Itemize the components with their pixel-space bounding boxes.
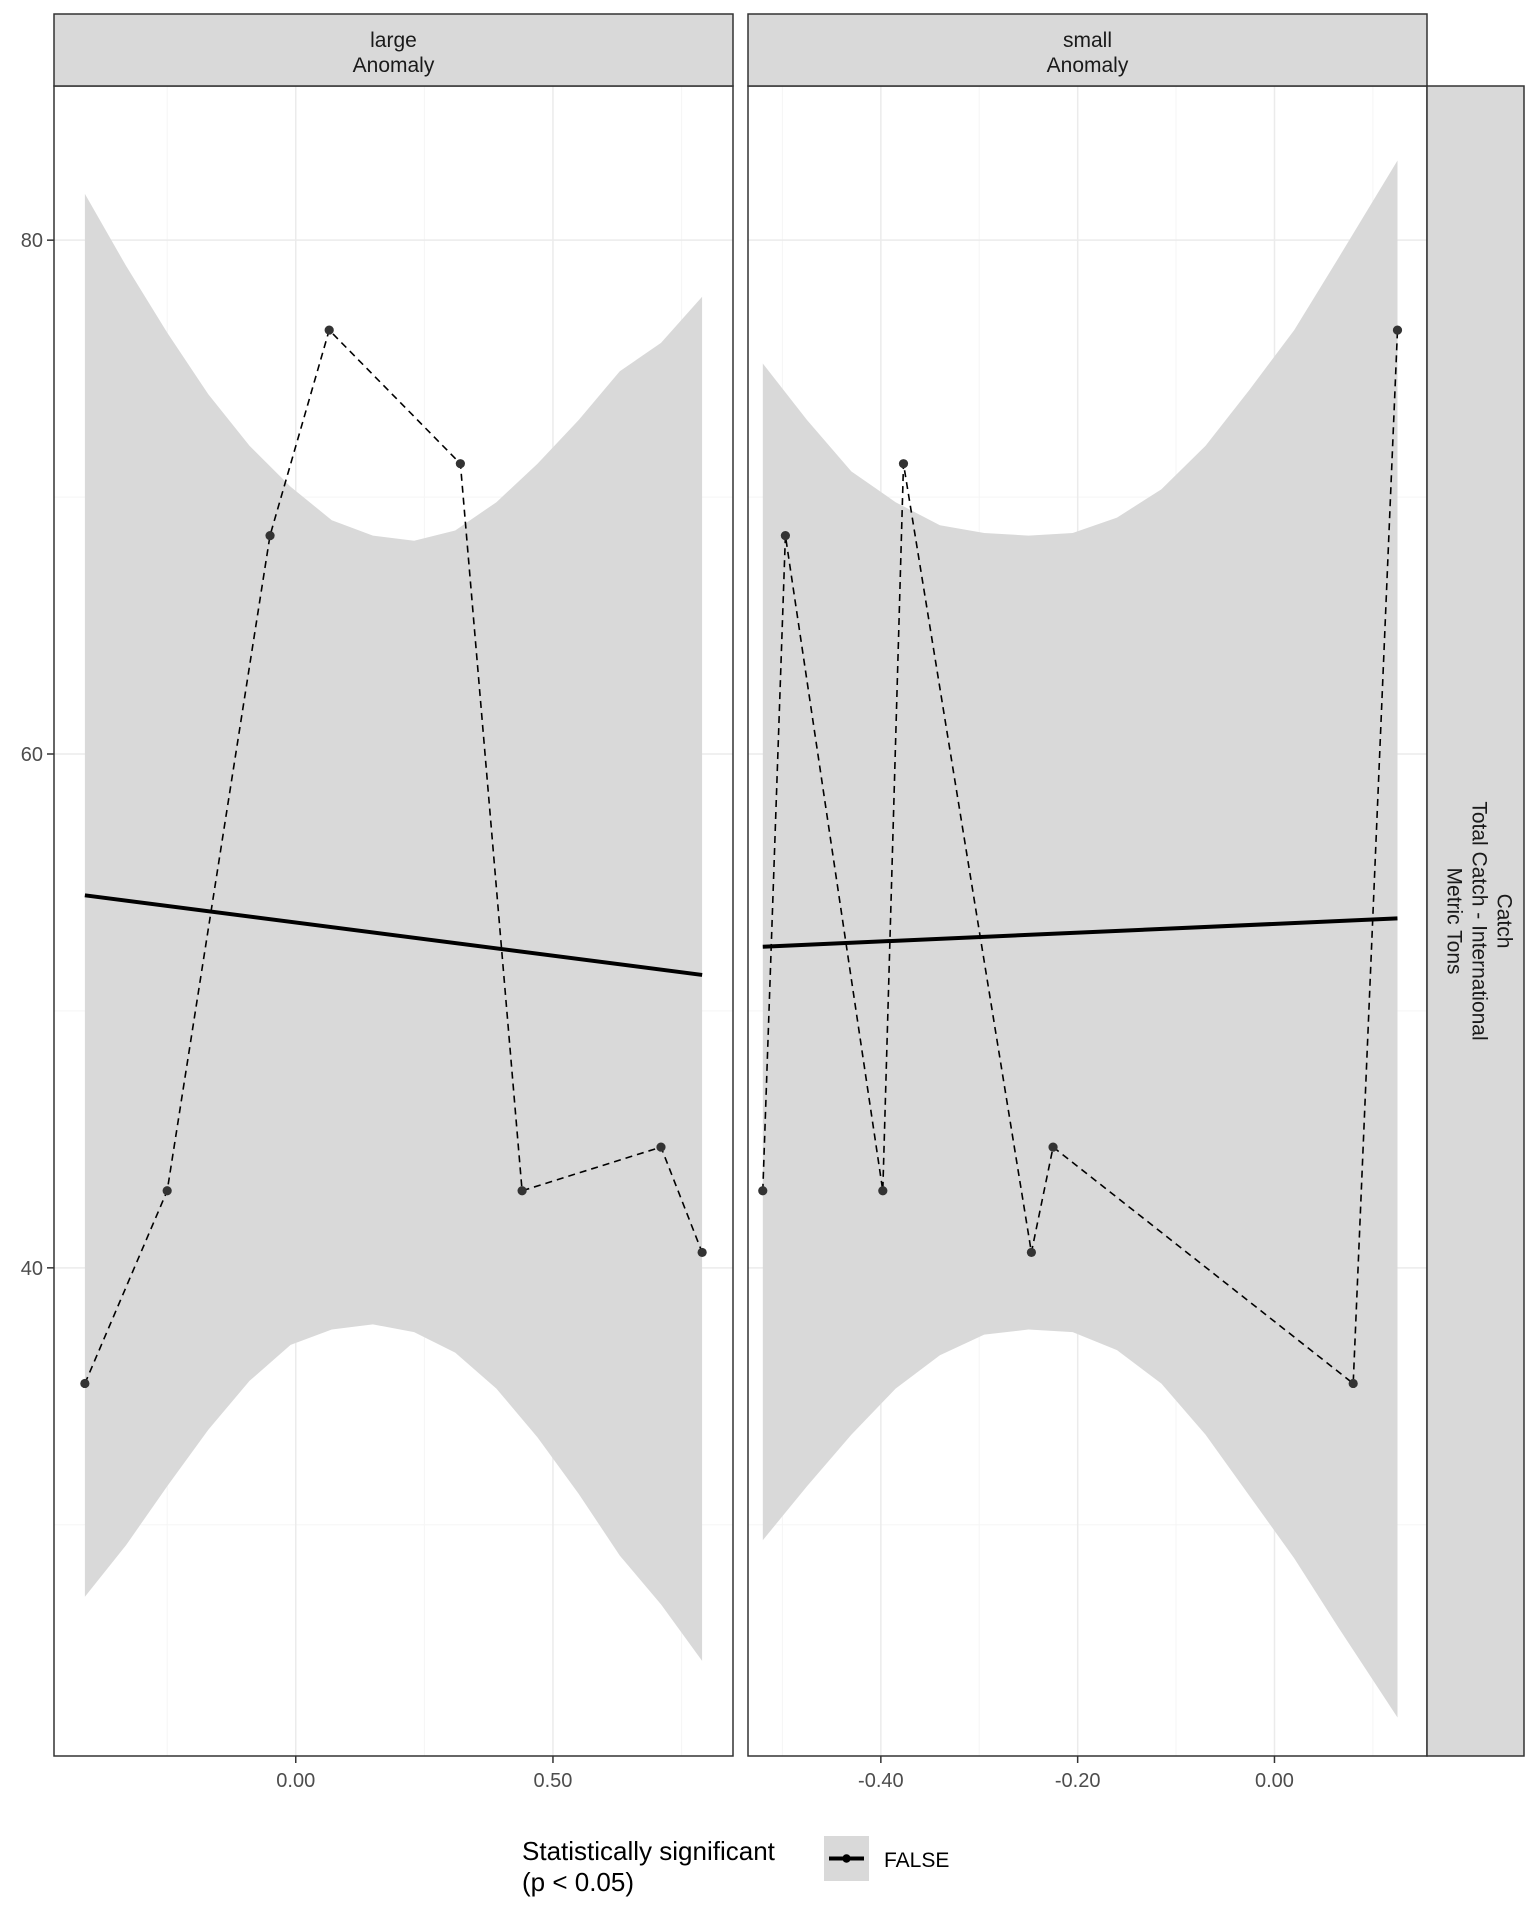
x-tick-label: 0.00 [1255,1770,1294,1792]
facet-strip [53,13,734,87]
data-point [265,531,275,541]
data-point [898,459,909,469]
data-point [1348,1378,1358,1389]
confidence-ribbon [762,160,1398,1718]
data-point [162,1186,172,1196]
data-point [324,325,334,335]
data-point [878,1186,888,1196]
data-point [455,459,465,469]
legend-label: FALSE [884,1849,949,1872]
data-point [697,1247,707,1258]
facet-strip-label: small Anomaly [1047,29,1129,77]
row-strip-label: CatchTotal Catch - InternationalMetric T… [1443,801,1516,1040]
row-strip [1426,85,1525,1757]
y-tick-label: 80 [21,230,43,252]
legend-title: Statistically significant (p < 0.05) [522,1836,776,1897]
x-tick-label: 0.00 [276,1770,315,1792]
data-point [517,1186,527,1196]
x-tick-label: -0.20 [1055,1770,1101,1792]
data-line [84,328,703,1384]
data-point [1392,325,1403,335]
panel-1: large Anomaly 0.00 0.50 [53,13,734,1792]
y-tick-label: 60 [21,744,43,766]
data-point [1026,1247,1037,1258]
x-tick-label: 0.50 [533,1770,572,1792]
panel-2: small Anomaly -0.40 -0.20 0.00 [747,13,1428,1792]
data-point [80,1378,90,1389]
fit-line [762,916,1398,949]
confidence-ribbon [84,193,703,1661]
data-line [762,330,1399,1386]
data-point [656,1142,666,1152]
x-tick-label: -0.40 [858,1770,904,1792]
data-point [1048,1142,1058,1152]
data-point [758,1186,768,1196]
y-tick-label: 40 [21,1258,43,1280]
facet-strip-label: large Anomaly [353,29,435,77]
row-strip-label-group: CatchTotal Catch - InternationalMetric T… [1443,801,1516,1040]
fit-line [84,893,703,977]
legend: Statistically significant (p < 0.05) FALSE [522,1836,949,1897]
facet-strip [747,13,1428,87]
legend-key-point [842,1854,851,1863]
data-point [780,531,790,541]
